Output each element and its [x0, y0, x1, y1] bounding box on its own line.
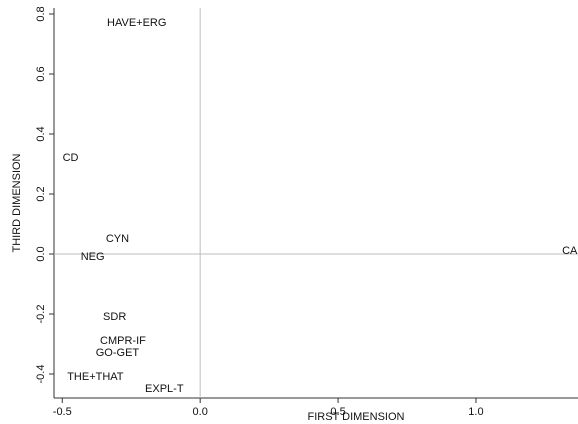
y-tick-label: -0.4 [35, 365, 47, 384]
x-tick-label: 0.5 [330, 406, 345, 418]
y-tick-label: 0.0 [35, 246, 47, 261]
data-point-label: NEG [81, 251, 105, 263]
y-tick-label: 0.6 [35, 66, 47, 81]
y-tick-label: 0.4 [35, 126, 47, 141]
data-point-label: EXPL-T [145, 383, 184, 395]
data-point-label: CA [562, 245, 578, 257]
data-point-label: SDR [103, 311, 126, 323]
y-tick-label: 0.2 [35, 186, 47, 201]
reference-lines [54, 8, 578, 398]
y-axis-title: THIRD DIMENSION [11, 153, 23, 252]
x-axis-title: FIRST DIMENSION [308, 411, 405, 423]
data-point-label: GO-GET [96, 347, 140, 359]
data-point-label: CMPR-IF [100, 335, 146, 347]
x-tick-label: 1.0 [468, 406, 483, 418]
x-axis-ticks: -0.5 0.0 0.5 1.0 [53, 398, 484, 418]
data-point-label: HAVE+ERG [107, 17, 166, 29]
data-point-label: CD [63, 152, 79, 164]
x-tick-label: -0.5 [53, 406, 72, 418]
data-point-label: CYN [106, 233, 129, 245]
plot-frame [53, 8, 578, 399]
x-tick-label: 0.0 [193, 406, 208, 418]
data-point-label: THE+THAT [67, 371, 124, 383]
y-tick-label: -0.2 [35, 305, 47, 324]
y-tick-label: 0.8 [35, 6, 47, 21]
y-axis-ticks: -0.4 -0.2 0.0 0.2 0.4 0.6 0.8 [35, 6, 54, 383]
